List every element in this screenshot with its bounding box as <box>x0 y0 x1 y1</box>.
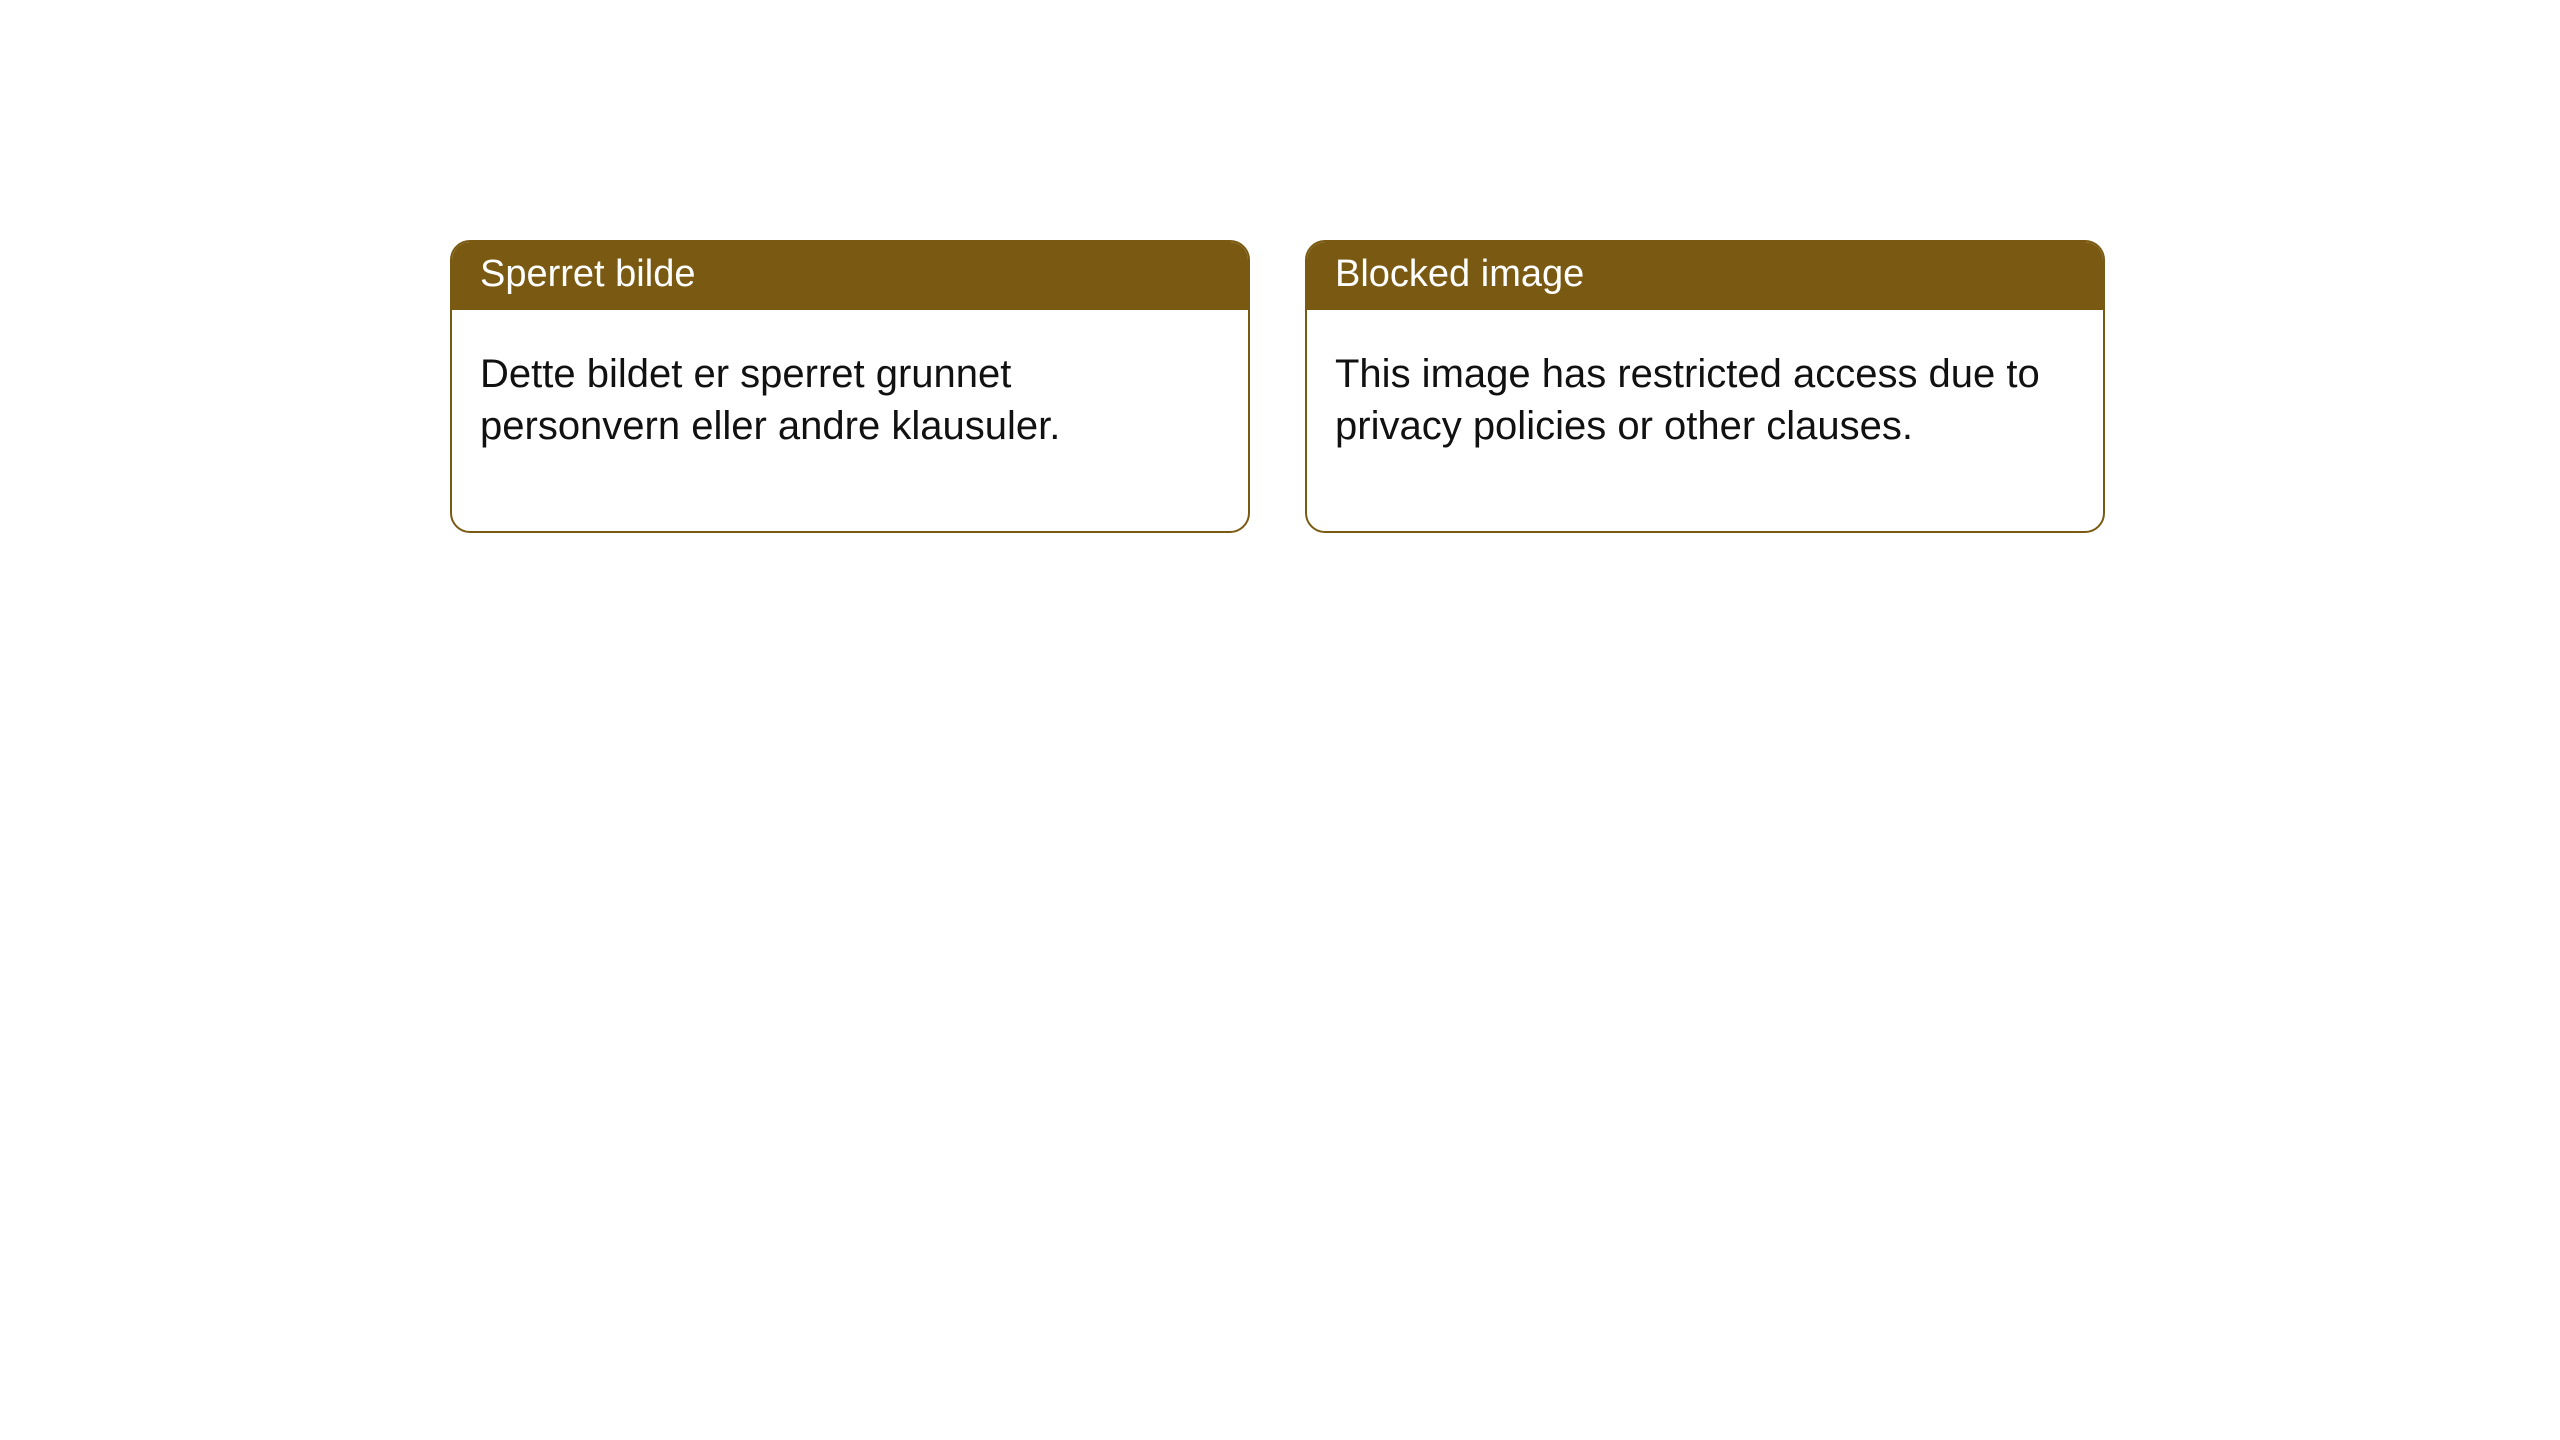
notice-card-body: Dette bildet er sperret grunnet personve… <box>452 310 1248 532</box>
notice-card-title: Sperret bilde <box>452 242 1248 310</box>
notice-card-norwegian: Sperret bilde Dette bildet er sperret gr… <box>450 240 1250 533</box>
notice-cards-row: Sperret bilde Dette bildet er sperret gr… <box>450 240 2105 533</box>
notice-card-english: Blocked image This image has restricted … <box>1305 240 2105 533</box>
notice-card-body: This image has restricted access due to … <box>1307 310 2103 532</box>
notice-card-title: Blocked image <box>1307 242 2103 310</box>
